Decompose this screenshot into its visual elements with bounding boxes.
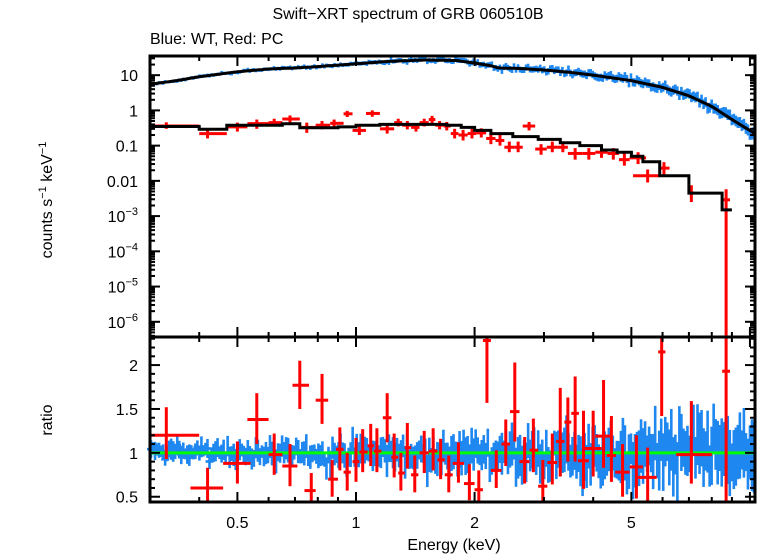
tick-base: 10 xyxy=(108,280,126,297)
tick-exponent: −6 xyxy=(125,312,138,324)
tick-exponent: −4 xyxy=(125,241,138,253)
tick-base: 10 xyxy=(108,244,126,261)
y-tick-label-ratio: 0.5 xyxy=(116,490,138,507)
y-tick-label-spectrum: 0.1 xyxy=(116,139,138,156)
y-label-exp1: −1 xyxy=(37,186,49,199)
y-tick-label-ratio: 2 xyxy=(129,358,138,375)
tick-exponent: −3 xyxy=(125,206,138,218)
spectrum-panel-data xyxy=(149,56,756,337)
y-axis-label-ratio: ratio xyxy=(39,404,56,435)
spectrum-panel-frame xyxy=(148,54,757,339)
axes-frames xyxy=(148,54,757,504)
ratio-panel-data xyxy=(147,337,756,502)
y-tick-label-spectrum: 10−4 xyxy=(108,241,138,261)
chart-title: Swift−XRT spectrum of GRB 060510B xyxy=(272,6,543,23)
y-label-exp2: −1 xyxy=(37,142,49,155)
tick-base: 10 xyxy=(108,209,126,226)
y-tick-label-spectrum: 10−6 xyxy=(108,312,138,332)
wt-model-line xyxy=(149,58,756,135)
tick-base: 10 xyxy=(108,315,126,332)
chart-subtitle: Blue: WT, Red: PC xyxy=(150,31,283,48)
x-tick-label: 1 xyxy=(352,515,361,532)
y-tick-label-spectrum: 10 xyxy=(120,68,138,85)
y-label-kev: keV xyxy=(39,154,56,186)
y-tick-label-ratio: 1.5 xyxy=(116,402,138,419)
x-tick-label: 5 xyxy=(627,515,636,532)
ratio-panel-frame xyxy=(148,335,757,504)
x-tick-label: 0.5 xyxy=(226,515,248,532)
y-tick-label-spectrum: 10−3 xyxy=(108,206,138,226)
y-tick-label-ratio: 1 xyxy=(129,446,138,463)
y-tick-label-spectrum: 10−5 xyxy=(108,277,138,297)
y-tick-label-spectrum: 0.01 xyxy=(107,174,138,191)
tick-exponent: −5 xyxy=(125,277,138,289)
x-tick-label: 2 xyxy=(470,515,479,532)
y-tick-label-spectrum: 1 xyxy=(129,103,138,120)
x-axis-label: Energy (keV) xyxy=(407,537,500,554)
y-axis-label-spectrum: counts s−1 keV−1 xyxy=(37,142,56,259)
pc-model-line xyxy=(150,122,732,212)
y-label-counts: counts s xyxy=(39,199,56,259)
